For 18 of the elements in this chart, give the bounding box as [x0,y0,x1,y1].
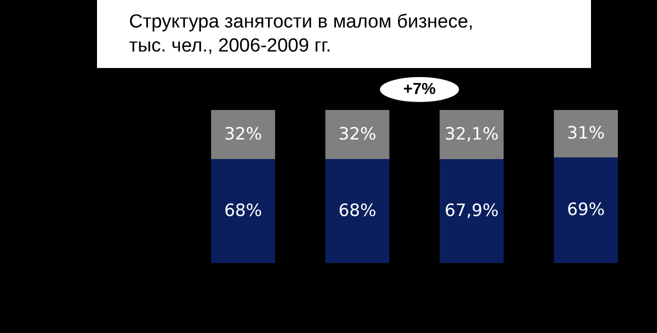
data-label: 67,9% [444,201,499,222]
bar [554,110,618,158]
text: +7% [403,81,436,98]
chart-title: Структура занятости в малом бизнесе, тыс. чел., 2006-2009 гг. [129,12,474,56]
bar [554,157,618,263]
bar [440,110,504,160]
data-label: 68% [224,200,262,221]
data-label: 68% [338,200,376,221]
bar [211,158,276,263]
data-label: 69% [566,200,605,220]
data-label: 31% [566,124,605,144]
data-label: 32,1% [444,124,499,145]
bar [325,110,390,159]
bar [211,110,276,159]
data-label: 32% [338,124,376,144]
bar [440,159,504,263]
bar [325,158,390,263]
data-label: 32% [224,124,262,144]
